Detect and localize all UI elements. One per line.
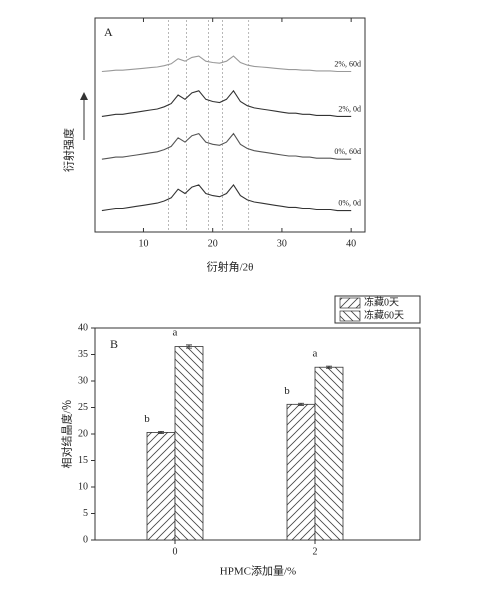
x-tick-label: 10 <box>138 238 148 249</box>
error-bar <box>326 365 332 369</box>
y-tick-label: 25 <box>78 402 88 413</box>
error-bar <box>186 344 192 349</box>
y-axis-label: 相对结晶度/％ <box>60 399 74 468</box>
trace-label: 2%, 0d <box>338 104 361 113</box>
y-axis-label: 衍射强度 <box>62 128 76 172</box>
y-tick-label: 40 <box>78 322 88 333</box>
legend-swatch <box>339 310 361 322</box>
plot-frame-b <box>94 327 421 541</box>
y-tick-label: 35 <box>78 349 88 360</box>
bar <box>314 366 344 541</box>
significance-letter: b <box>144 413 150 425</box>
error-bar <box>298 402 304 406</box>
xrd-trace <box>101 55 352 73</box>
trace-label: 0%, 0d <box>338 198 361 207</box>
x-tick-label: 30 <box>277 238 287 249</box>
x-tick-label: 40 <box>346 238 356 249</box>
x-tick-label: 2 <box>313 546 318 557</box>
legend-label: 冻藏0天 <box>364 295 399 308</box>
legend-label: 冻藏60天 <box>364 308 404 321</box>
error-bar <box>158 430 164 434</box>
y-tick-label: 30 <box>78 375 88 386</box>
x-axis-label: HPMC添加量/% <box>220 564 296 578</box>
x-tick-label: 0 <box>173 546 178 557</box>
legend-frame <box>334 295 421 324</box>
panel-label: A <box>104 25 113 39</box>
legend-swatch <box>339 297 361 309</box>
xrd-trace <box>101 183 352 212</box>
panel-label: B <box>110 337 118 351</box>
y-tick-label: 10 <box>78 481 88 492</box>
significance-letter: a <box>313 348 318 360</box>
y-tick-label: 5 <box>83 508 88 519</box>
x-axis-label: 衍射角/2θ <box>207 260 254 274</box>
bar <box>146 432 176 541</box>
bar <box>286 403 316 541</box>
significance-letter: a <box>173 326 178 338</box>
y-tick-label: 15 <box>78 455 88 466</box>
plot-frame-a <box>94 17 366 233</box>
y-tick-label: 0 <box>83 534 88 545</box>
y-tick-label: 20 <box>78 428 88 439</box>
trace-label: 2%, 60d <box>334 59 361 68</box>
bar <box>174 346 204 541</box>
trace-label: 0%, 60d <box>334 147 361 156</box>
xrd-trace <box>101 132 352 160</box>
x-tick-label: 20 <box>208 238 218 249</box>
significance-letter: b <box>284 385 290 397</box>
y-arrow-head <box>80 92 88 100</box>
xrd-trace <box>101 89 352 117</box>
